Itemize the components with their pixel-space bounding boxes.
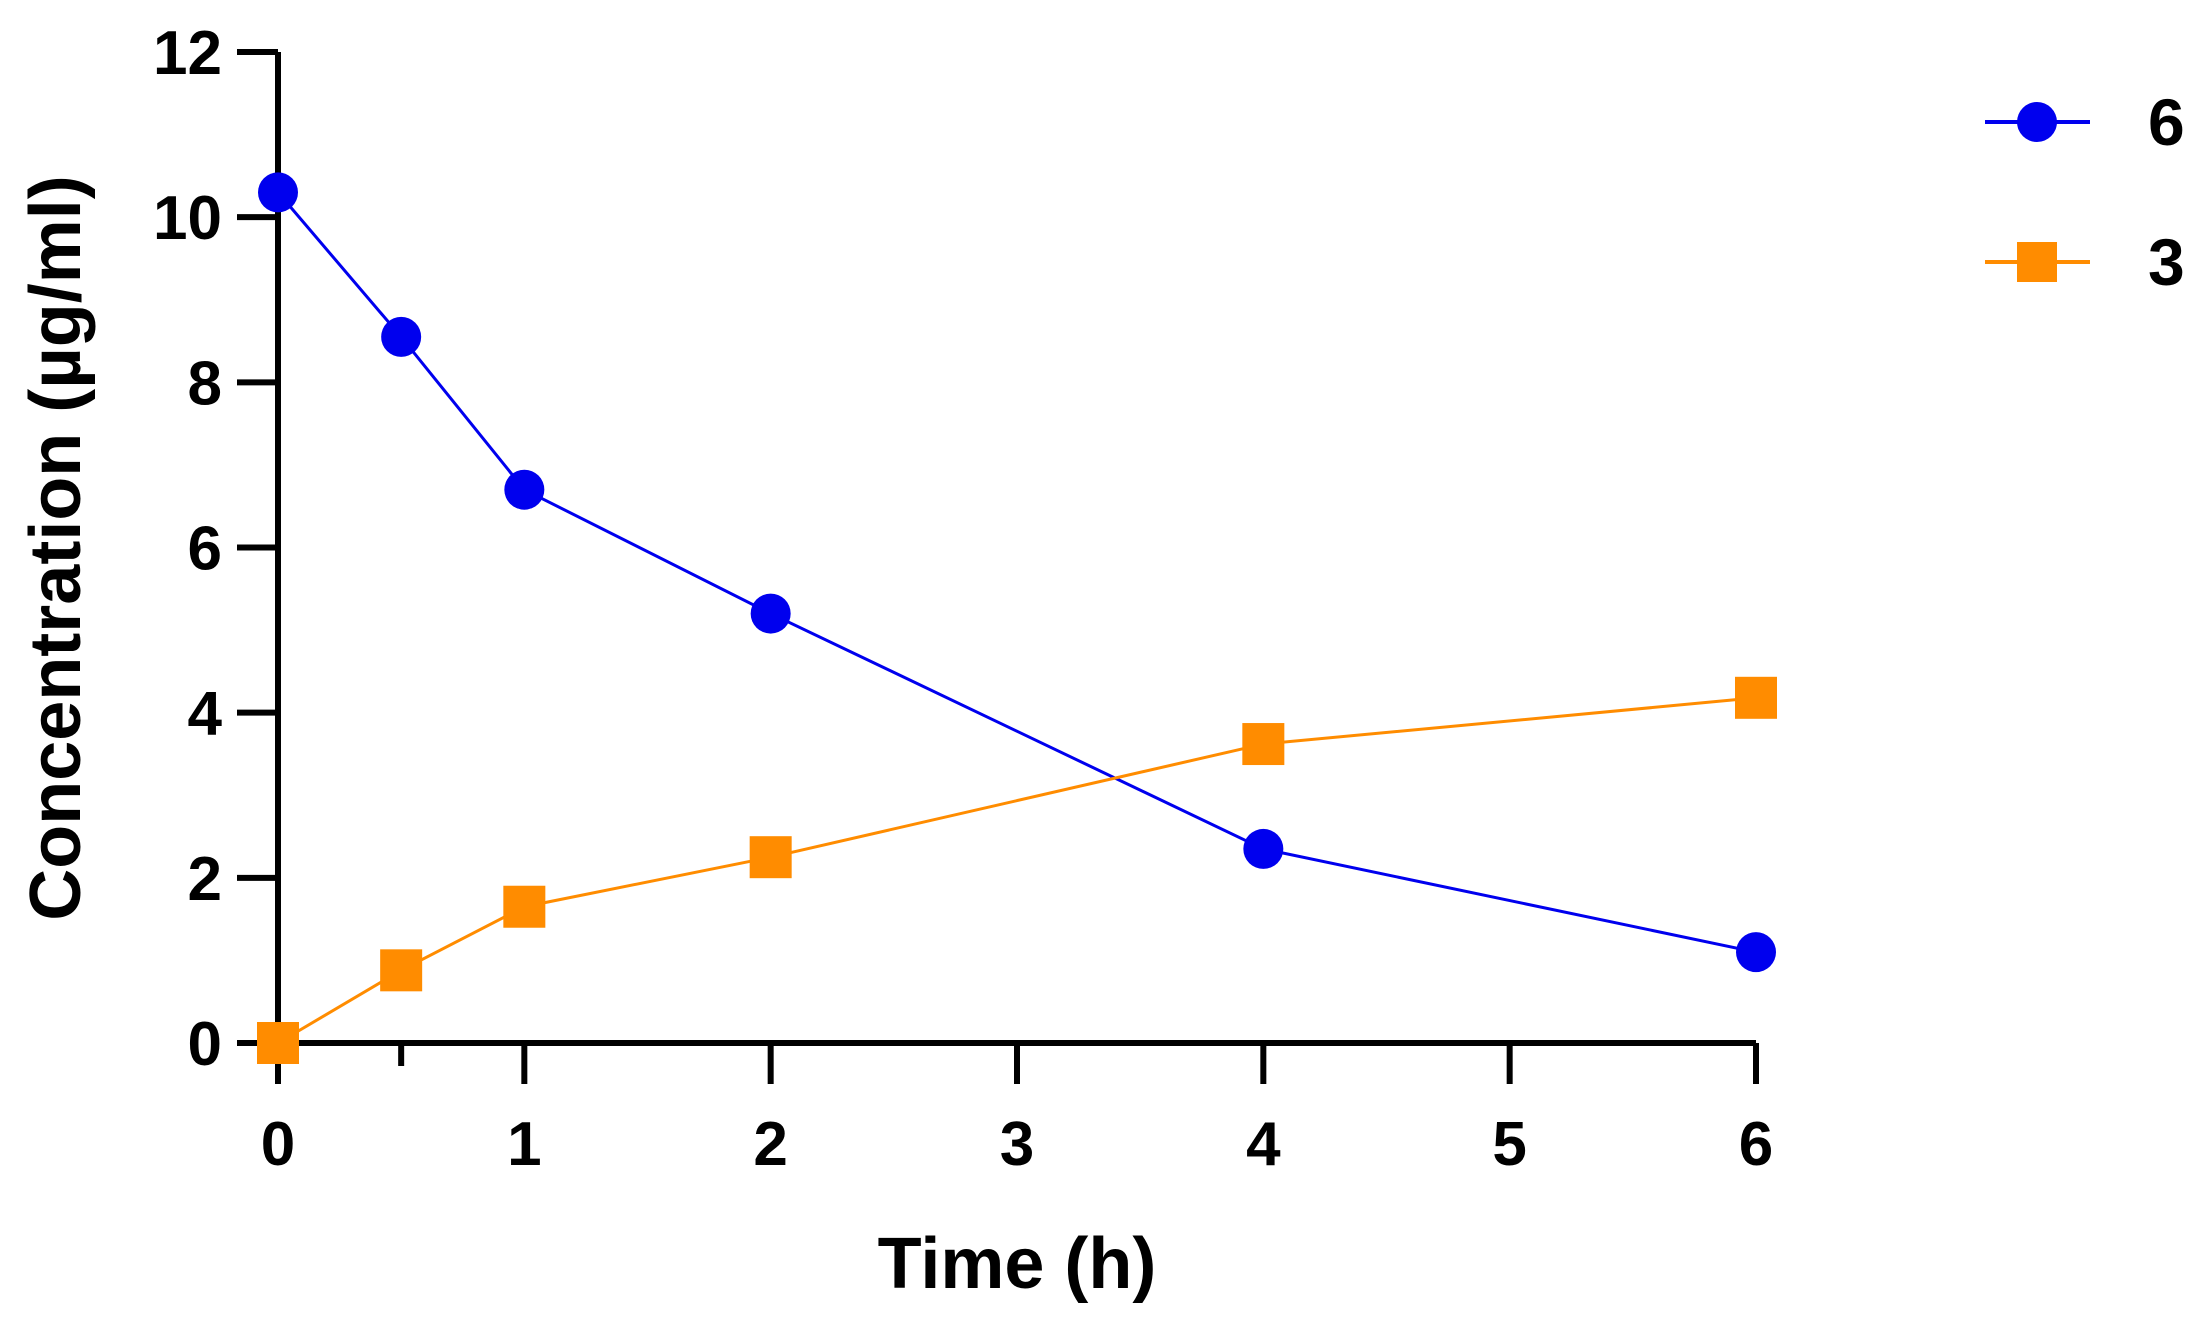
data-point-series-2 <box>380 949 423 992</box>
series <box>257 172 1777 1064</box>
y-tick-label: 4 <box>188 680 223 749</box>
data-point-series-1 <box>381 316 422 357</box>
data-point-series-1 <box>258 172 298 213</box>
y-tick-label: 8 <box>188 349 222 418</box>
data-point-series-1 <box>504 469 545 510</box>
x-tick-label: 0 <box>261 1110 295 1179</box>
x-axis-title: Time (h) <box>878 1224 1157 1304</box>
series-line-2 <box>277 696 1757 1045</box>
data-point-series-2 <box>503 885 546 928</box>
legend-label-series-2: 3 <box>2148 225 2185 299</box>
data-point-series-2 <box>1735 676 1777 719</box>
legend-item-series-1: 6 <box>1985 85 2185 159</box>
legend-item-series-2: 3 <box>1985 225 2185 299</box>
y-tick-label: 2 <box>188 845 222 914</box>
x-tick-label: 3 <box>1000 1110 1034 1179</box>
axes <box>275 52 1756 1046</box>
legend-marker-series-1 <box>2017 102 2057 142</box>
x-tick-label: 1 <box>507 1110 541 1179</box>
legend-marker-series-2 <box>2017 242 2057 282</box>
y-tick-label: 0 <box>188 1010 222 1079</box>
data-point-series-2 <box>257 1022 299 1064</box>
x-tick-label: 2 <box>753 1110 787 1179</box>
data-point-series-1 <box>750 593 791 634</box>
legend-label-series-1: 6 <box>2148 85 2185 159</box>
x-tick-label: 4 <box>1246 1110 1281 1179</box>
y-axis-title: Concentration (µg/ml) <box>16 175 96 920</box>
data-point-series-2 <box>1242 723 1285 766</box>
x-tick-label: 5 <box>1492 1110 1526 1179</box>
x-tick-label: 6 <box>1739 1110 1773 1179</box>
y-tick-label: 12 <box>153 19 222 88</box>
legend: 6 3 <box>1985 85 2185 299</box>
y-tick-label: 6 <box>188 515 222 584</box>
data-point-series-2 <box>749 836 792 879</box>
y-tick-label: 10 <box>153 184 222 253</box>
data-point-series-1 <box>1736 932 1776 973</box>
series-line-1 <box>276 191 1757 954</box>
data-point-series-1 <box>1243 828 1284 869</box>
